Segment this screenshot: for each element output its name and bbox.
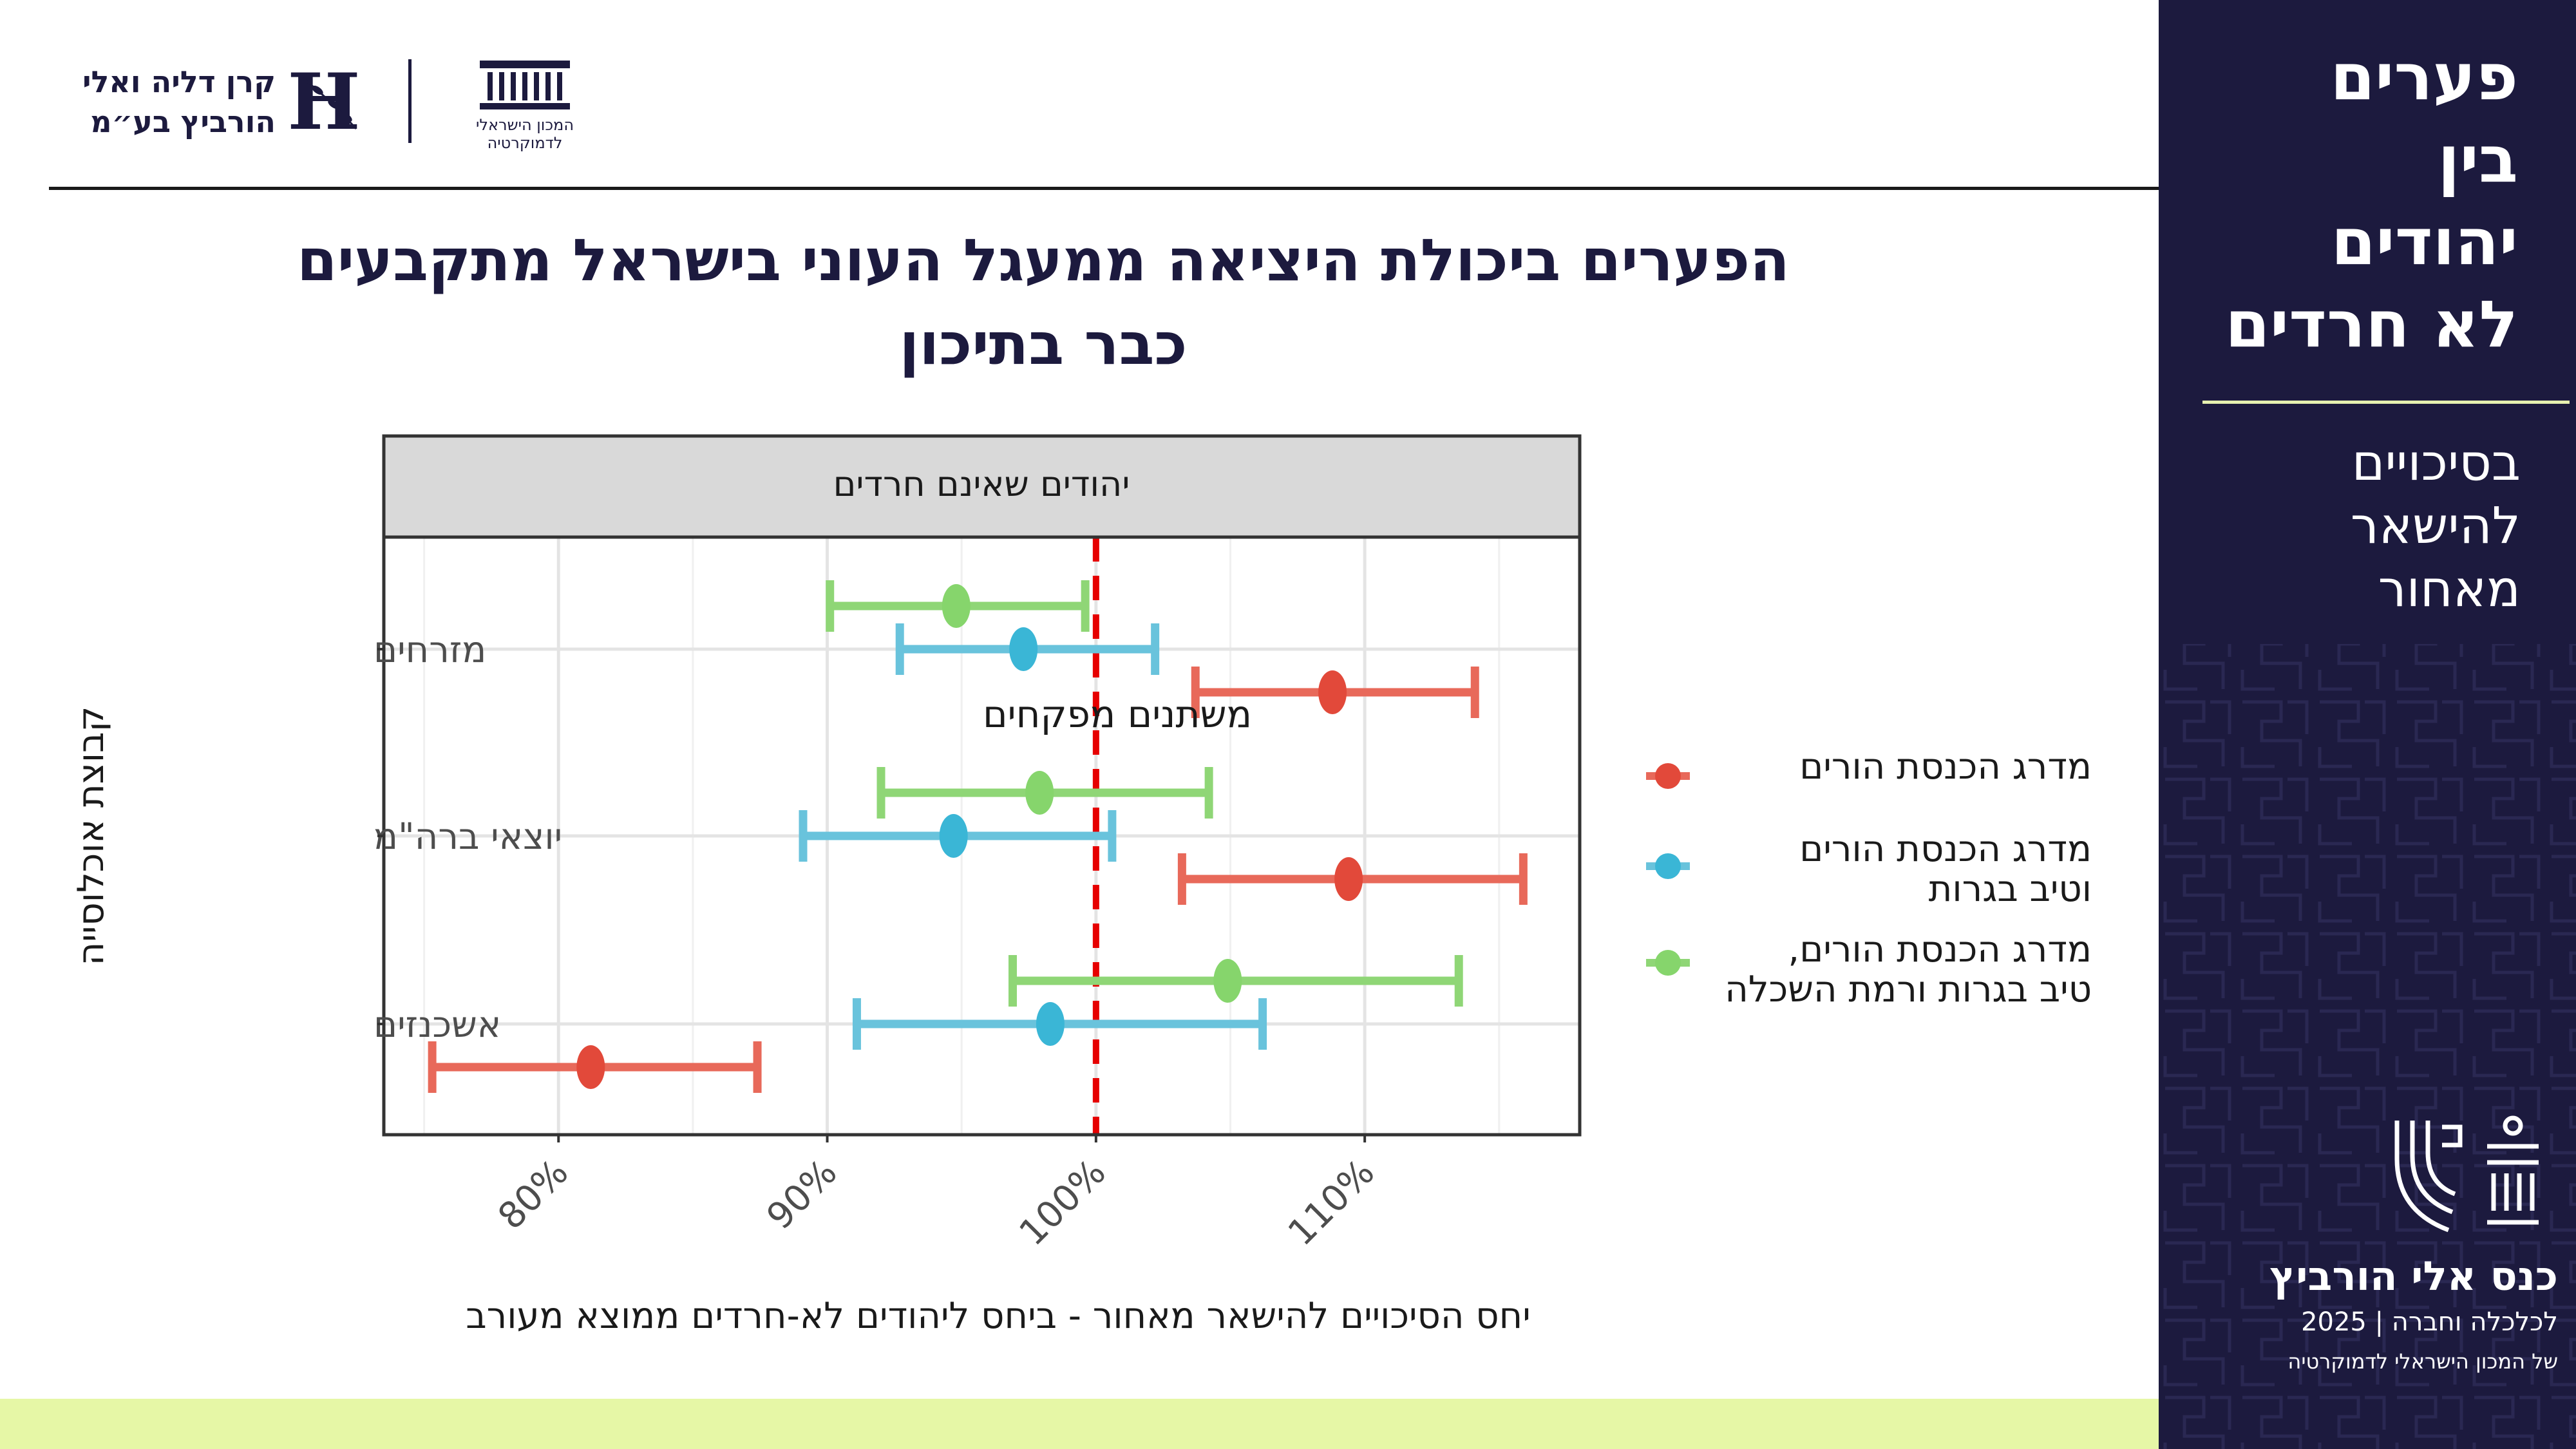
bottom-accent-band <box>0 1399 2159 1449</box>
y-tick-label: יוצאי ברה"מ <box>374 816 562 858</box>
sidebar-subtitle-line: מאחור <box>2378 560 2521 618</box>
errorbar-mark <box>1008 955 1463 1007</box>
sidebar-title-line: פערים <box>2330 39 2518 115</box>
legend-label: מדרג הכנסת הורים <box>1799 747 2092 787</box>
chart: יהודים שאינם חרדים מזרחים יוצאי ברה"מ אשכנ… <box>70 434 1690 1337</box>
errorbar-mark <box>895 623 1160 675</box>
page-title-line1: הפערים ביכולת היציאה ממעגל העוני בישראל … <box>297 227 1790 294</box>
idi-building-icon <box>480 61 570 109</box>
page-title-line2: כבר בתיכון <box>899 310 1188 378</box>
sidebar-subtitle: בסיכויים להישאר מאחור <box>2160 431 2521 621</box>
horovitz-logo-line1: קרן דליה ואלי <box>82 64 276 99</box>
x-tick-label: 90% <box>759 1151 845 1238</box>
conference-organizer: של המכון הישראלי לדמוקרטיה <box>2287 1349 2558 1374</box>
sidebar-title-line: יהודים <box>2331 204 2518 279</box>
idi-logo: המכון הישראלי לדמוקרטיה <box>473 57 576 153</box>
legend-key-point <box>1655 950 1681 976</box>
legend-key-point <box>1655 853 1681 879</box>
facet-strip <box>382 434 1582 539</box>
idi-logo-line1: המכון הישראלי <box>475 116 574 134</box>
sidebar-subtitle-line: להישאר <box>2350 497 2521 555</box>
legend-label-line: מדרג הכנסת הורים <box>1799 828 2092 870</box>
point-estimate <box>1009 627 1038 671</box>
legend-keys <box>1646 763 1690 976</box>
legend-label-line: מדרג הכנסת הורים <box>1799 746 2092 788</box>
legend-key-point <box>1655 763 1681 789</box>
x-tick-layer: 80% 90% 100% 110% <box>490 1135 1383 1254</box>
conference-title: כנס אלי הורביץ <box>2269 1253 2558 1300</box>
y-tick-label: אשכנזים <box>374 1004 501 1046</box>
errorbar-mark <box>852 998 1267 1050</box>
legend-key <box>1646 853 1690 879</box>
legend-label-line: וטיב בגרות <box>1928 868 2092 910</box>
marks-layer <box>428 580 1528 1093</box>
sidebar-title-line: בין <box>2438 122 2518 197</box>
sidebar-subtitle-line: בסיכויים <box>2351 434 2521 492</box>
y-tick-label: מזרחים <box>374 629 486 671</box>
horovitz-logo-line2: הורביץ בע״מ <box>90 104 276 139</box>
x-axis-label: יחס הסיכויים להישאר מאחור - ביחס ליהודים… <box>466 1295 1530 1337</box>
y-axis-label: קבוצת אוכלוסייה <box>70 706 112 966</box>
legend-label: מדרג הכנסת הורים, טיב בגרות ורמת השכלה <box>1725 930 2092 1010</box>
horovitz-logo-text: קרן דליה ואלי הורביץ בע״מ <box>82 62 276 142</box>
x-tick-label: 110% <box>1280 1151 1383 1254</box>
y-tick-layer: מזרחים יוצאי ברה"מ אשכנזים <box>374 629 562 1046</box>
legend-key <box>1646 950 1690 976</box>
horovitz-foundation-logo: קרן דליה ואלי הורביץ בע״מ H <box>57 58 366 148</box>
sidebar-title: פערים בין יהודים לא חרדים <box>2159 36 2518 366</box>
point-estimate <box>1213 959 1242 1003</box>
idi-logo-text: המכון הישראלי לדמוקרטיה <box>473 116 576 152</box>
point-estimate <box>1025 771 1054 815</box>
errorbar-mark <box>1177 853 1528 905</box>
header-rule <box>49 187 2159 190</box>
errorbar-mark <box>1191 667 1479 718</box>
errorbar-mark <box>826 580 1090 632</box>
page-title: הפערים ביכולת היציאה ממעגל העוני בישראל … <box>77 219 2009 386</box>
legend-key <box>1646 763 1690 789</box>
sidebar: פערים בין יהודים לא חרדים בסיכויים להישאר מאח… <box>2159 0 2576 1449</box>
point-estimate <box>1036 1002 1065 1046</box>
sidebar-title-line: לא חרדים <box>2225 287 2518 362</box>
sidebar-divider <box>2202 401 2570 404</box>
legend-title: משתנים מפקחים <box>983 692 1252 736</box>
legend-label: מדרג הכנסת הורים וטיב בגרות <box>1799 829 2092 909</box>
x-tick-label: 80% <box>490 1151 576 1238</box>
point-estimate <box>939 814 968 858</box>
sidebar-pattern <box>2159 644 2576 1449</box>
logo-divider <box>408 59 412 143</box>
x-tick-label: 100% <box>1012 1151 1114 1254</box>
point-estimate <box>942 584 971 628</box>
point-estimate <box>1334 857 1363 901</box>
idi-logo-line2: לדמוקרטיה <box>487 134 563 152</box>
conference-subtitle: לכלכלה וחברה | 2025 <box>2301 1307 2558 1337</box>
errorbar-mark <box>428 1041 762 1093</box>
conference-emblem-icon <box>2394 1115 2539 1233</box>
point-estimate <box>1318 670 1347 714</box>
legend-label-line: טיב בגרות ורמת השכלה <box>1725 969 2092 1010</box>
facet-label: יהודים שאינם חרדים <box>833 464 1130 504</box>
errorbar-mark <box>876 767 1213 819</box>
svg-text:H: H <box>287 58 360 147</box>
errorbar-mark <box>799 810 1117 862</box>
point-estimate <box>576 1045 605 1089</box>
legend-label-line: מדרג הכנסת הורים, <box>1788 929 2092 971</box>
horovitz-h-emblem: H <box>287 58 360 147</box>
